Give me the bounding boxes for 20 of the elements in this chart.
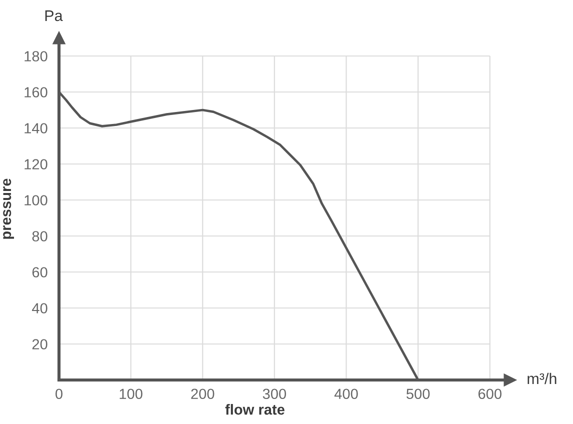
- y-tick-label: 20: [32, 339, 48, 350]
- y-tick-label: 40: [32, 303, 48, 314]
- y-tick-label: 80: [32, 231, 48, 242]
- text: m³/h: [528, 372, 556, 384]
- x-tick-label: 500: [406, 388, 430, 400]
- x-tick-label: 100: [120, 388, 142, 400]
- y-tick-label: 100: [24, 195, 48, 206]
- y-tick-label: 60: [32, 267, 48, 278]
- y-tick-label: 140: [24, 123, 48, 134]
- y-tick-label: 180: [24, 51, 48, 62]
- x-tick-label: 600: [478, 388, 502, 400]
- x-tick-label: 0: [56, 388, 62, 400]
- x-tick-label: 200: [191, 388, 214, 400]
- y-tick-label: 160: [24, 87, 48, 98]
- y-tick-label: 120: [24, 159, 48, 170]
- x-tick-label: 300: [262, 388, 286, 400]
- text: Pa: [45, 10, 63, 22]
- x-tick-label: 400: [334, 388, 358, 400]
- x-axis-title: flow rate: [225, 404, 284, 415]
- y-axis-title: pressure: [3, 178, 14, 239]
